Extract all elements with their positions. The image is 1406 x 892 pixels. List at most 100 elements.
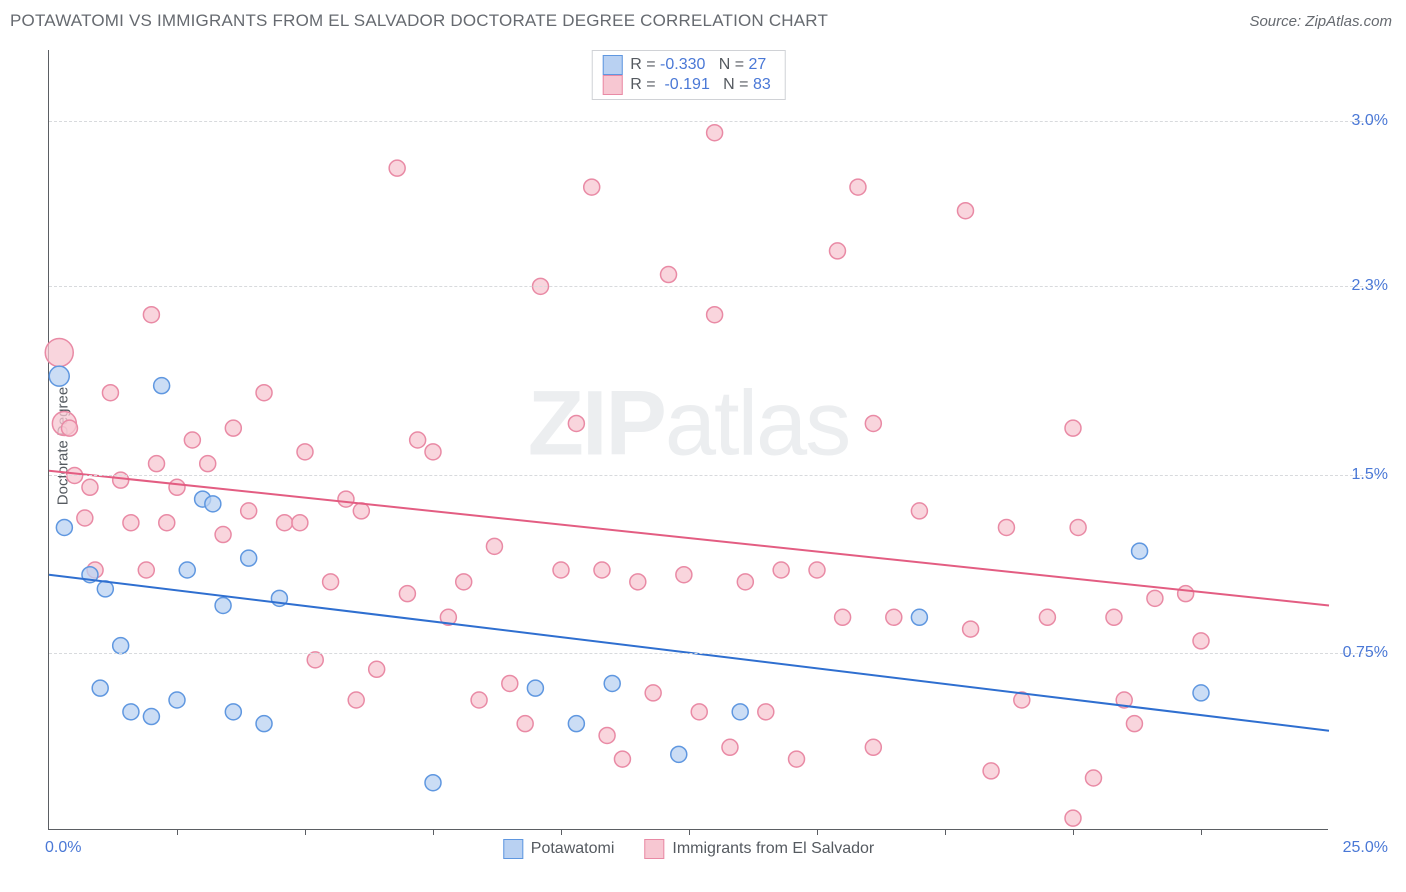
legend-swatch-1 <box>602 75 622 95</box>
data-point <box>143 307 159 323</box>
stats-legend: R = -0.330 N = 27 R = -0.191 N = 83 <box>591 50 786 100</box>
chart-title: POTAWATOMI VS IMMIGRANTS FROM EL SALVADO… <box>10 11 828 31</box>
data-point <box>661 267 677 283</box>
data-point <box>82 479 98 495</box>
data-point <box>645 685 661 701</box>
data-point <box>1106 609 1122 625</box>
data-point <box>911 503 927 519</box>
data-point <box>425 775 441 791</box>
gridline <box>49 286 1378 287</box>
data-point <box>707 307 723 323</box>
xtick <box>1201 829 1202 835</box>
data-point <box>241 550 257 566</box>
data-point <box>399 586 415 602</box>
chart-header: POTAWATOMI VS IMMIGRANTS FROM EL SALVADO… <box>0 0 1406 42</box>
data-point <box>353 503 369 519</box>
data-point <box>517 716 533 732</box>
data-point <box>323 574 339 590</box>
data-point <box>594 562 610 578</box>
data-point <box>676 567 692 583</box>
data-point <box>809 562 825 578</box>
data-point <box>829 243 845 259</box>
data-point <box>1147 590 1163 606</box>
gridline <box>49 653 1378 654</box>
data-point <box>256 716 272 732</box>
chart-svg <box>49 50 1328 829</box>
data-point <box>599 727 615 743</box>
trend-line <box>49 471 1329 606</box>
data-point <box>205 496 221 512</box>
gridline <box>49 475 1378 476</box>
xtick <box>561 829 562 835</box>
data-point <box>1039 609 1055 625</box>
data-point <box>486 538 502 554</box>
stats-legend-row-1: R = -0.191 N = 83 <box>602 75 771 95</box>
data-point <box>865 415 881 431</box>
stats-legend-row-0: R = -0.330 N = 27 <box>602 55 771 75</box>
data-point <box>671 746 687 762</box>
data-point <box>850 179 866 195</box>
data-point <box>297 444 313 460</box>
data-point <box>225 704 241 720</box>
data-point <box>737 574 753 590</box>
series-legend: Potawatomi Immigrants from El Salvador <box>503 839 874 859</box>
series-legend-item-1: Immigrants from El Salvador <box>644 839 874 859</box>
data-point <box>911 609 927 625</box>
data-point <box>732 704 748 720</box>
data-point <box>348 692 364 708</box>
data-point <box>369 661 385 677</box>
series-swatch-0 <box>503 839 523 859</box>
xtick <box>945 829 946 835</box>
data-point <box>1178 586 1194 602</box>
data-point <box>113 638 129 654</box>
data-point <box>77 510 93 526</box>
data-point <box>957 203 973 219</box>
ytick-label: 3.0% <box>1352 112 1388 130</box>
data-point <box>568 415 584 431</box>
x-max-label: 25.0% <box>1343 839 1388 857</box>
data-point <box>56 519 72 535</box>
data-point <box>865 739 881 755</box>
data-point <box>425 444 441 460</box>
data-point <box>97 581 113 597</box>
data-point <box>527 680 543 696</box>
data-point <box>225 420 241 436</box>
xtick <box>689 829 690 835</box>
data-point <box>773 562 789 578</box>
data-point <box>584 179 600 195</box>
series-swatch-1 <box>644 839 664 859</box>
data-point <box>215 597 231 613</box>
data-point <box>1065 420 1081 436</box>
data-point <box>154 378 170 394</box>
data-point <box>215 527 231 543</box>
data-point <box>998 519 1014 535</box>
data-point <box>983 763 999 779</box>
data-point <box>123 704 139 720</box>
xtick <box>305 829 306 835</box>
data-point <box>49 366 69 386</box>
data-point <box>630 574 646 590</box>
xtick <box>817 829 818 835</box>
data-point <box>61 420 77 436</box>
series-label-1: Immigrants from El Salvador <box>672 840 874 858</box>
series-legend-item-0: Potawatomi <box>503 839 615 859</box>
legend-swatch-0 <box>602 55 622 75</box>
data-point <box>200 456 216 472</box>
ytick-label: 1.5% <box>1352 466 1388 484</box>
data-point <box>169 692 185 708</box>
data-point <box>92 680 108 696</box>
x-min-label: 0.0% <box>45 839 81 857</box>
data-point <box>789 751 805 767</box>
data-point <box>143 709 159 725</box>
xtick <box>1073 829 1074 835</box>
series-label-0: Potawatomi <box>531 840 615 858</box>
data-point <box>307 652 323 668</box>
data-point <box>758 704 774 720</box>
data-point <box>410 432 426 448</box>
data-point <box>1132 543 1148 559</box>
data-point <box>568 716 584 732</box>
data-point <box>169 479 185 495</box>
data-point <box>256 385 272 401</box>
data-point <box>886 609 902 625</box>
data-point <box>963 621 979 637</box>
